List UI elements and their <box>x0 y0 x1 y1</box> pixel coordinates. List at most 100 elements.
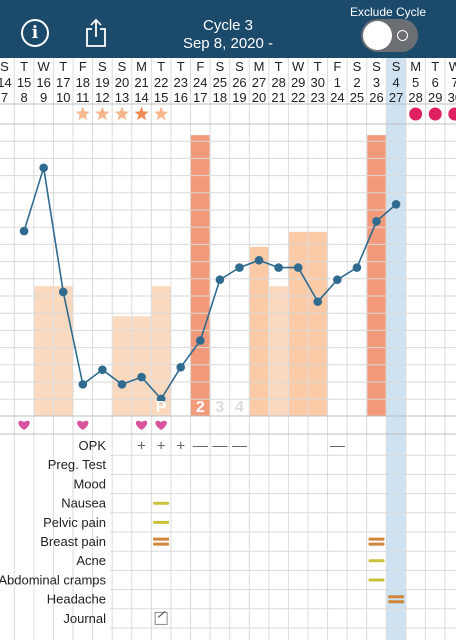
cycle-chart-area[interactable]: S 14 7 T 15 8 W 16 9 T 17 10 F 18 11 S 19 12 S 20 13 M 21 14 T 22… <box>0 58 456 640</box>
symptom-mild-mark[interactable] <box>153 501 170 505</box>
calendar-date-label: 7 <box>451 75 456 90</box>
temperature-point[interactable] <box>176 363 186 372</box>
exclude-cycle-toggle[interactable] <box>361 19 418 52</box>
calendar-date-label: 1 <box>334 75 341 90</box>
calendar-date-label: 19 <box>95 75 109 90</box>
intercourse-heart-icon[interactable] <box>77 420 89 430</box>
temperature-point[interactable] <box>137 372 146 382</box>
flow-bar <box>112 316 132 416</box>
toggle-off-indicator <box>397 30 408 41</box>
temperature-point[interactable] <box>78 380 88 389</box>
day-of-week-label: S <box>216 59 225 74</box>
day-of-week-label: T <box>275 59 283 74</box>
journal-icon[interactable] <box>154 611 168 625</box>
fertility-day-label: 2 <box>196 399 205 416</box>
ovulation-star-icon[interactable] <box>134 106 149 121</box>
temperature-point[interactable] <box>39 163 48 173</box>
symptom-mild-mark[interactable] <box>368 559 385 563</box>
fertile-star-icon[interactable] <box>114 106 130 121</box>
journal-pen-icon <box>157 610 166 618</box>
day-of-week-label: S <box>353 59 362 74</box>
fertile-star-icon[interactable] <box>154 106 169 121</box>
calendar-date-label: 30 <box>311 75 325 90</box>
cycle-day-label: 7 <box>1 90 8 105</box>
day-of-week-label: S <box>118 59 127 74</box>
symptom-mild-mark[interactable] <box>368 578 385 582</box>
fertility-day-label: 3 <box>215 399 224 416</box>
cycle-day-label: 19 <box>232 90 246 105</box>
opk-result-mark: — <box>330 438 345 455</box>
fertile-star-icon[interactable] <box>95 106 110 121</box>
symptom-mild-mark[interactable] <box>153 520 170 524</box>
cycle-day-label: 22 <box>291 90 305 105</box>
predicted-period-dot[interactable] <box>409 107 423 121</box>
predicted-period-dot[interactable] <box>448 107 456 121</box>
selected-day-highlight <box>386 58 406 640</box>
flow-bar <box>132 316 151 416</box>
intercourse-heart-icon[interactable] <box>155 420 167 430</box>
temperature-point[interactable] <box>293 263 303 272</box>
cycle-day-label: 17 <box>193 90 207 105</box>
day-of-week-label: F <box>79 59 87 74</box>
calendar-date-label: 16 <box>36 75 50 90</box>
fertility-day-label: 4 <box>235 399 244 416</box>
flow-bar <box>367 135 386 416</box>
temperature-point[interactable] <box>274 263 283 272</box>
temperature-point[interactable] <box>98 365 107 375</box>
fertile-star-icon[interactable] <box>75 106 90 121</box>
temperature-point[interactable] <box>19 226 29 236</box>
calendar-date-label: 24 <box>193 75 207 90</box>
temperature-point[interactable] <box>235 263 244 272</box>
calendar-date-label: 29 <box>291 75 305 90</box>
temperature-point[interactable] <box>156 394 166 404</box>
calendar-date-label: 3 <box>373 75 380 90</box>
day-of-week-label: T <box>157 59 165 74</box>
temperature-point[interactable] <box>352 263 362 272</box>
share-icon[interactable] <box>84 18 108 48</box>
calendar-date-label: 14 <box>0 75 12 90</box>
symptom-severe-mark[interactable] <box>368 542 385 546</box>
symptom-severe-mark[interactable] <box>153 542 170 546</box>
day-of-week-label: S <box>98 59 107 74</box>
temperature-point[interactable] <box>58 287 68 297</box>
cycle-day-label: 18 <box>213 90 227 105</box>
cycle-chart[interactable]: S147T158W169T1710F1811S1912S2013M2114T22… <box>0 58 456 640</box>
symptom-severe-mark[interactable] <box>388 595 405 599</box>
temperature-point[interactable] <box>372 217 381 226</box>
day-of-week-label: S <box>0 59 9 74</box>
temperature-point[interactable] <box>195 336 205 345</box>
info-icon[interactable]: i <box>21 19 49 47</box>
cycle-day-label: 8 <box>20 90 27 105</box>
calendar-date-label: 15 <box>17 75 31 90</box>
intercourse-heart-icon[interactable] <box>18 420 30 430</box>
symptom-row-label: Mood <box>73 476 106 491</box>
temperature-point[interactable] <box>333 275 342 285</box>
cycle-day-label: 11 <box>76 90 90 105</box>
cycle-day-label: 23 <box>311 90 325 105</box>
intercourse-heart-icon[interactable] <box>135 420 148 430</box>
flow-bar <box>269 286 288 416</box>
calendar-date-label: 17 <box>56 75 70 90</box>
symptom-row-label: Journal <box>63 611 106 626</box>
symptom-row-label: Breast pain <box>40 534 106 549</box>
symptom-severe-mark[interactable] <box>153 537 170 541</box>
day-of-week-label: M <box>136 59 147 74</box>
cycle-day-label: 16 <box>173 90 187 105</box>
symptom-severe-mark[interactable] <box>368 537 385 541</box>
cycle-day-label: 24 <box>330 90 344 105</box>
calendar-date-label: 26 <box>232 75 246 90</box>
day-of-week-label: S <box>235 59 244 74</box>
temperature-point[interactable] <box>254 255 264 265</box>
predicted-period-dot[interactable] <box>428 107 442 121</box>
cycle-day-label: 27 <box>389 90 403 105</box>
temperature-point[interactable] <box>215 275 225 285</box>
symptom-severe-mark[interactable] <box>388 600 405 604</box>
toggle-knob[interactable] <box>363 21 392 50</box>
cycle-day-label: 10 <box>56 90 70 105</box>
temperature-point[interactable] <box>391 200 401 209</box>
symptom-row-label: Nausea <box>61 496 107 511</box>
symptom-row-label: Preg. Test <box>48 457 107 472</box>
temperature-point[interactable] <box>117 380 127 389</box>
cycle-day-label: 25 <box>350 90 364 105</box>
temperature-point[interactable] <box>313 297 323 306</box>
